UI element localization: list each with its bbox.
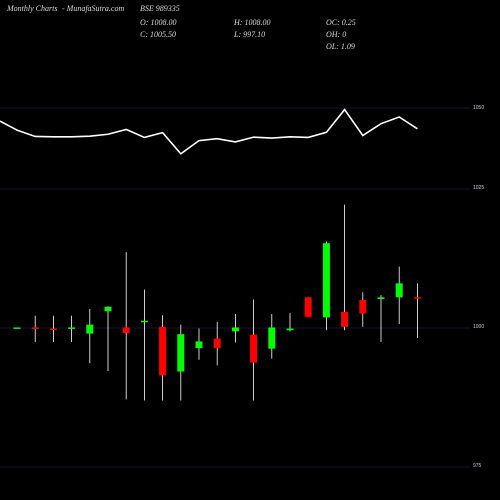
brand-label: Monthly Charts [7, 4, 58, 13]
candle-body [250, 334, 258, 363]
y-tick-label: 975 [473, 463, 482, 469]
oc-value: OC: 0.25 [326, 18, 356, 27]
y-tick-label: 1025 [473, 185, 485, 191]
candle-body [195, 341, 203, 349]
y-tick-label: 1050 [473, 105, 485, 111]
candle-body [395, 283, 403, 298]
candle-body [413, 297, 421, 299]
candle-body [13, 327, 21, 329]
candle-body [268, 327, 276, 349]
candle-body [159, 326, 167, 376]
candle-body [122, 327, 130, 334]
candle-body [231, 327, 239, 332]
y-tick-label: 1000 [473, 324, 485, 330]
candle-body [322, 243, 330, 318]
candle-body [86, 324, 94, 334]
candle-body [304, 297, 312, 317]
candles [13, 204, 421, 401]
candle-body [140, 320, 148, 323]
price-line [0, 108, 418, 155]
candle-body [104, 306, 112, 312]
candle-body [377, 297, 385, 299]
oh-value: OH: 0 [326, 30, 347, 39]
candle-body [49, 328, 57, 331]
candle-body [68, 327, 76, 329]
candle-body [341, 311, 349, 327]
site-label: - MunafaSutra.com [62, 4, 125, 13]
price-line-series [0, 108, 418, 155]
candle-body [31, 327, 39, 329]
ol-value: OL: 1.09 [326, 42, 355, 51]
low-value: L: 997.10 [234, 30, 266, 39]
candle-body [213, 338, 221, 349]
candle-body [286, 328, 294, 331]
candle-body [177, 334, 185, 372]
candle-body [359, 300, 367, 314]
open-value: O: 1008.00 [140, 18, 177, 27]
high-value: H: 1008.00 [234, 18, 271, 27]
close-value: C: 1005.50 [140, 30, 176, 39]
symbol-label: BSE 989335 [140, 4, 180, 13]
